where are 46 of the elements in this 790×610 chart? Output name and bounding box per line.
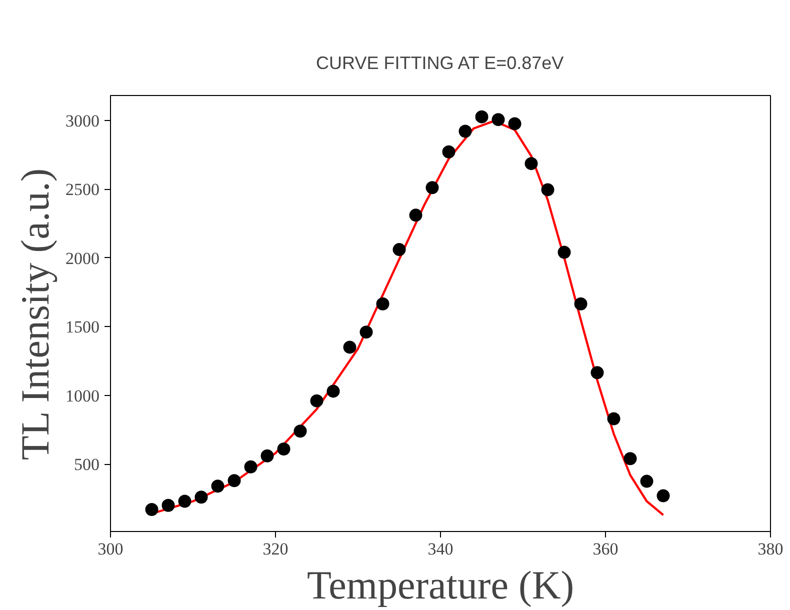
point — [590, 366, 604, 380]
point — [574, 297, 588, 310]
point — [244, 460, 258, 474]
point — [343, 340, 356, 354]
point — [228, 474, 241, 488]
point — [624, 452, 637, 466]
point — [409, 208, 422, 222]
point — [360, 326, 373, 339]
point — [277, 442, 290, 456]
point — [326, 384, 340, 398]
chart-title: CURVE FITTING AT E=0.87eV — [316, 53, 564, 73]
y-axis-title: TL Intensity (a.u.) — [12, 168, 58, 460]
point — [426, 181, 439, 194]
point — [508, 117, 522, 130]
x-tick-label: 320 — [262, 540, 288, 558]
point — [211, 480, 224, 493]
point — [475, 110, 488, 124]
point — [194, 490, 208, 504]
point — [640, 474, 654, 488]
y-tick-label: 1000 — [66, 386, 100, 406]
x-axis-title: Temperature (K) — [306, 562, 574, 608]
point — [458, 124, 472, 138]
point — [145, 503, 158, 516]
point — [442, 145, 456, 158]
y-tick-label: 1500 — [66, 318, 100, 337]
point — [607, 412, 620, 426]
point — [558, 246, 571, 259]
point — [376, 297, 390, 310]
y-tick-label: 2000 — [66, 248, 100, 268]
point — [541, 183, 554, 196]
point — [260, 449, 274, 462]
x-tick-label: 300 — [98, 540, 124, 558]
point — [524, 157, 538, 170]
x-tick-label: 360 — [592, 540, 618, 558]
x-tick-label: 340 — [428, 540, 454, 558]
point — [392, 243, 406, 256]
y-tick-label: 3000 — [66, 111, 100, 130]
x-tick-label: 380 — [758, 540, 784, 558]
point — [178, 494, 192, 508]
y-tick-label: 2500 — [66, 180, 100, 200]
point — [162, 498, 175, 512]
point — [492, 113, 505, 126]
point — [656, 489, 670, 502]
point — [294, 424, 307, 438]
point — [310, 394, 324, 408]
y-tick-label: 500 — [74, 455, 100, 474]
